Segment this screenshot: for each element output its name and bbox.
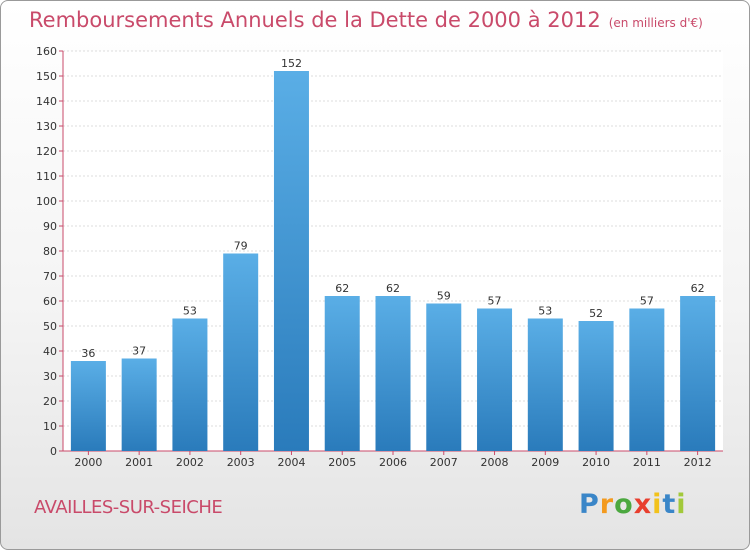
bar-value-label: 62 — [335, 282, 349, 295]
bar-2004 — [273, 71, 309, 451]
y-tick-label: 100 — [36, 195, 57, 208]
x-tick-label: 2006 — [379, 456, 407, 469]
bar-value-label: 36 — [81, 347, 95, 360]
x-tick-label: 2007 — [430, 456, 458, 469]
x-tick-label: 2010 — [582, 456, 610, 469]
bar-2012 — [680, 296, 716, 451]
y-tick-label: 90 — [43, 220, 57, 233]
logo-letter: x — [633, 489, 653, 520]
x-tick-label: 2004 — [277, 456, 305, 469]
logo-letter: o — [614, 489, 634, 520]
y-tick-label: 80 — [43, 245, 57, 258]
x-tick-label: 2002 — [176, 456, 204, 469]
logo-letter: i — [676, 489, 687, 520]
bar-2000 — [70, 361, 106, 451]
bar-value-label: 79 — [234, 240, 248, 253]
bar-2010 — [578, 321, 614, 451]
y-tick-label: 140 — [36, 95, 57, 108]
x-tick-label: 2003 — [227, 456, 255, 469]
x-tick-label: 2005 — [328, 456, 356, 469]
bar-2002 — [172, 318, 208, 451]
bar-value-label: 53 — [538, 305, 552, 318]
bar-2008 — [477, 308, 513, 451]
y-tick-label: 0 — [50, 445, 57, 458]
y-tick-label: 120 — [36, 145, 57, 158]
bar-value-label: 152 — [281, 57, 302, 70]
bar-value-label: 62 — [691, 282, 705, 295]
bar-value-label: 62 — [386, 282, 400, 295]
bar-value-label: 53 — [183, 305, 197, 318]
bar-2001 — [121, 358, 157, 451]
bar-value-label: 57 — [640, 295, 654, 308]
bar-2011 — [629, 308, 665, 451]
y-tick-label: 110 — [36, 170, 57, 183]
y-tick-label: 70 — [43, 270, 57, 283]
bar-value-label: 52 — [589, 307, 603, 320]
chart-title: Remboursements Annuels de la Dette de 20… — [29, 8, 703, 32]
commune-name: AVAILLES-SUR-SEICHE — [34, 497, 223, 518]
y-tick-label: 20 — [43, 395, 57, 408]
logo-letter: t — [662, 489, 677, 520]
bar-2009 — [527, 318, 563, 451]
y-tick-label: 60 — [43, 295, 57, 308]
y-tick-label: 30 — [43, 370, 57, 383]
x-tick-label: 2000 — [74, 456, 102, 469]
x-tick-label: 2011 — [633, 456, 661, 469]
x-tick-label: 2001 — [125, 456, 153, 469]
y-tick-label: 10 — [43, 420, 57, 433]
chart-title-text: Remboursements Annuels de la Dette de 20… — [29, 8, 601, 32]
x-tick-label: 2008 — [481, 456, 509, 469]
y-tick-label: 150 — [36, 70, 57, 83]
y-tick-label: 130 — [36, 120, 57, 133]
logo-letter: i — [652, 489, 663, 520]
bar-value-label: 59 — [437, 290, 451, 303]
bar-value-label: 37 — [132, 345, 146, 358]
y-tick-label: 50 — [43, 320, 57, 333]
logo-letter: P — [579, 489, 600, 520]
bar-2006 — [375, 296, 411, 451]
y-tick-label: 40 — [43, 345, 57, 358]
unit-note: (en milliers d'€) — [608, 16, 703, 30]
bar-value-label: 57 — [488, 295, 502, 308]
bar-2003 — [223, 253, 259, 451]
y-tick-label: 160 — [36, 45, 57, 58]
bar-2007 — [426, 303, 462, 451]
bar-2005 — [324, 296, 360, 451]
x-tick-label: 2012 — [684, 456, 712, 469]
logo-letter: r — [599, 489, 615, 520]
proxiti-logo: Proxiti — [579, 489, 687, 520]
x-tick-label: 2009 — [531, 456, 559, 469]
